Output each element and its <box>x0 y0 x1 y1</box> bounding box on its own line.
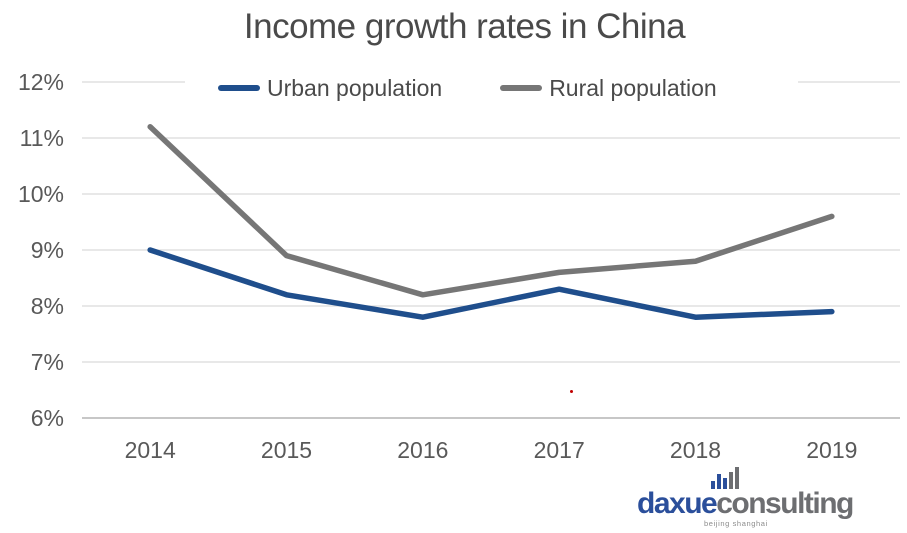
y-tick-label-6pct: 6% <box>31 405 64 431</box>
legend-label-rural: Rural population <box>549 74 717 101</box>
logo-bar <box>717 474 721 489</box>
logo-bar <box>735 467 739 489</box>
logo-wordmark: daxueconsulting <box>637 487 854 520</box>
x-tick-label-2019: 2019 <box>806 437 857 463</box>
legend-label-urban: Urban population <box>267 74 443 101</box>
series-line-urban-population <box>147 247 835 320</box>
y-tick-label-7pct: 7% <box>31 349 64 375</box>
logo-bar <box>723 478 727 489</box>
x-tick-label-2017: 2017 <box>534 437 585 463</box>
logo-tagline: beijing shanghai <box>704 519 768 528</box>
rural-line-marker <box>500 85 543 91</box>
logo: daxueconsulting beijing shanghai <box>637 465 897 531</box>
logo-bar <box>729 472 733 489</box>
logo-bar <box>711 481 715 489</box>
legend-item-rural: Rural population <box>500 75 717 102</box>
x-tick-label-2015: 2015 <box>261 437 312 463</box>
logo-brand-consulting: consulting <box>716 487 854 520</box>
x-tick-label-2016: 2016 <box>397 437 448 463</box>
logo-bar-chart-icon <box>711 467 739 489</box>
urban-line-marker <box>218 85 260 91</box>
y-tick-label-8pct: 8% <box>31 293 64 319</box>
chart-title: Income growth rates in China <box>243 7 686 46</box>
y-tick-label-9pct: 9% <box>31 237 64 263</box>
y-tick-label-11pct: 11% <box>20 125 64 151</box>
series-line-rural-population <box>147 124 835 298</box>
legend-item-urban: Urban population <box>218 75 442 102</box>
logo-brand-daxue: daxue <box>637 487 718 520</box>
x-tick-label-2014: 2014 <box>125 437 176 463</box>
y-tick-label-12pct: 12% <box>18 69 64 95</box>
x-tick-label-2018: 2018 <box>670 437 721 463</box>
stray-dot <box>570 390 573 393</box>
legend: Urban population Rural population <box>185 69 798 107</box>
y-tick-label-10pct: 10% <box>18 181 64 207</box>
